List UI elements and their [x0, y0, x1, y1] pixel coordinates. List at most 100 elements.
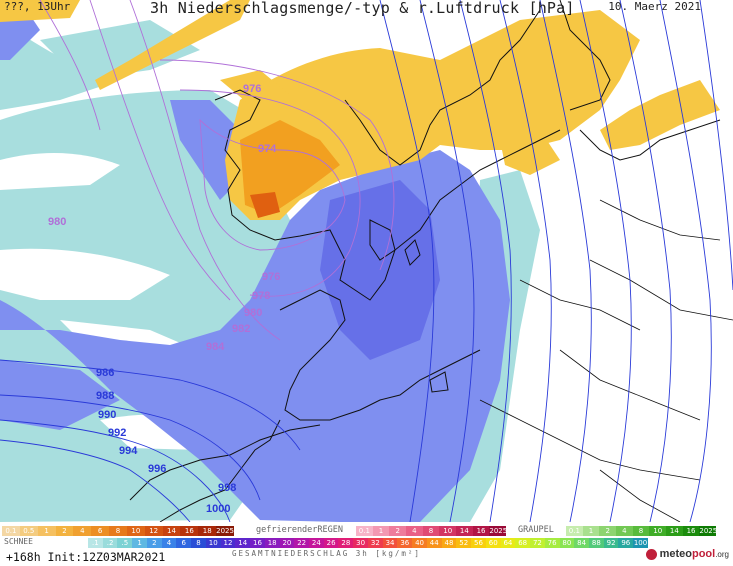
snow-swatch: 14 [162, 526, 181, 536]
meteopool-logo[interactable]: meteopool.org [645, 548, 729, 560]
total-precip-swatch: .1 [88, 538, 103, 548]
total-precip-swatch: 76 [544, 538, 560, 548]
total-precip-swatch: 1 [132, 538, 147, 548]
snow-swatch: 1 [37, 526, 56, 536]
total-precip-swatch: 12 [220, 538, 236, 548]
isobar-label: 976 [262, 271, 280, 283]
snow-swatch: 4 [73, 526, 92, 536]
freezing-rain-swatch: 16 [472, 526, 490, 536]
total-precip-swatch: 64 [500, 538, 516, 548]
isobar-label: 986 [96, 367, 114, 379]
graupel-swatch: 10 [649, 526, 667, 536]
total-precip-swatch: 34 [382, 538, 398, 548]
freezing-rain-caption: gefrierenderREGEN [256, 525, 343, 535]
freezing-rain-swatch: 0.1 [356, 526, 373, 536]
snow-swatch: 8 [109, 526, 127, 536]
total-precip-swatch: 56 [471, 538, 486, 548]
total-precip-swatch: 6 [176, 538, 192, 548]
graupel-swatch: 14 [666, 526, 683, 536]
run-info: +168h Init:12Z03MAR2021 [6, 550, 166, 564]
isobar-label: 992 [108, 427, 126, 439]
freezing-rain-swatch: 4 [406, 526, 423, 536]
graupel-swatch: 0.1 [566, 526, 583, 536]
total-precip-swatch: 84 [574, 538, 589, 548]
total-precip-swatch: .5 [117, 538, 133, 548]
total-precip-swatch: 60 [485, 538, 501, 548]
total-precip-swatch: 26 [323, 538, 339, 548]
map-title: 3h Niederschlagsmenge/-typ & r.Luftdruck… [150, 0, 575, 17]
total-precip-swatch: 24 [309, 538, 324, 548]
isobar-label: 1000 [206, 503, 230, 515]
total-precip-swatch: 32 [367, 538, 383, 548]
isobar-labels: 976 974 980 976 978 980 982 984 986 988 … [48, 83, 280, 515]
isobar-label: 990 [98, 409, 116, 421]
total-precip-swatch: 48 [441, 538, 457, 548]
total-precip-caption: GESAMTNIEDERSCHLAG 3h [kg/m²] [232, 549, 421, 558]
freezing-rain-swatch: 2025+ [489, 526, 507, 536]
total-precip-swatch: 22 [294, 538, 310, 548]
freezing-rain-swatch: 2 [389, 526, 407, 536]
total-precip-swatch: 40 [412, 538, 427, 548]
total-precip-swatch: 72 [530, 538, 545, 548]
total-precip-swatch: 14 [235, 538, 251, 548]
isobar-label: 982 [232, 323, 250, 335]
snow-area [0, 0, 720, 220]
total-precip-swatch: 36 [397, 538, 413, 548]
snow-swatch: 2025+ [216, 526, 234, 536]
snow-legend-caption: SCHNEE [4, 537, 33, 546]
total-precip-swatch: 92 [603, 538, 619, 548]
isobar-label: 988 [96, 390, 114, 402]
isobar-label: 980 [244, 307, 262, 319]
isobar-label: 996 [148, 463, 166, 475]
forecast-time-label: ???, 13Uhr [4, 0, 71, 13]
coastlines [129, 0, 721, 523]
logo-mark-icon [645, 548, 657, 560]
snow-swatch: 0.5 [19, 526, 38, 536]
total-precip-swatch: 18 [264, 538, 280, 548]
snow-swatch: 16 [180, 526, 199, 536]
country-borders [479, 199, 733, 523]
total-precip-swatch: 20 [279, 538, 295, 548]
total-precip-swatch: 30 [353, 538, 368, 548]
isobar-label: 998 [218, 482, 236, 494]
logo-text: meteopool.org [659, 548, 729, 560]
forecast-date: 10. Maerz 2021 [608, 0, 701, 13]
isobar-label: 974 [258, 143, 277, 155]
total-precip-swatch: 96 [618, 538, 634, 548]
total-precip-legend-bar: .1.2.5 1 2 4 6 8 10 12 14 16 18 20 22 24 26 28 30 32 34 36 4… [88, 538, 648, 548]
graupel-swatch: 4 [616, 526, 633, 536]
graupel-swatch: 2025+ [699, 526, 717, 536]
graupel-swatch: 2 [599, 526, 617, 536]
graupel-caption: GRAUPEL [518, 525, 554, 535]
total-precip-swatch: 52 [456, 538, 472, 548]
total-precip-swatch: 68 [515, 538, 531, 548]
graupel-swatch: 1 [582, 526, 600, 536]
isobar-label: 994 [119, 445, 138, 457]
snow-swatch: 10 [126, 526, 145, 536]
total-precip-swatch: 44 [426, 538, 442, 548]
graupel-swatch: 8 [632, 526, 650, 536]
total-precip-swatch: 28 [338, 538, 354, 548]
total-precip-swatch: .2 [102, 538, 118, 548]
snow-swatch: 12 [144, 526, 163, 536]
total-precip-swatch: 10 [205, 538, 221, 548]
freezing-rain-swatch: 1 [372, 526, 390, 536]
total-precip-swatch: 80 [559, 538, 575, 548]
low-isobars [39, 0, 395, 341]
total-precip-swatch: 2 [146, 538, 162, 548]
isobar-label: 978 [252, 290, 270, 302]
freezing-rain-swatch: 14 [456, 526, 473, 536]
total-precip-swatch: 16 [250, 538, 265, 548]
isobar-label: 980 [48, 216, 66, 228]
isobar-label: 984 [206, 341, 225, 353]
freezing-rain-swatch: 10 [439, 526, 457, 536]
isobar-label: 976 [243, 83, 261, 95]
snow-swatch: 2 [55, 526, 74, 536]
total-precip-swatch: 4 [161, 538, 177, 548]
snow-swatch: 0.1 [2, 526, 20, 536]
